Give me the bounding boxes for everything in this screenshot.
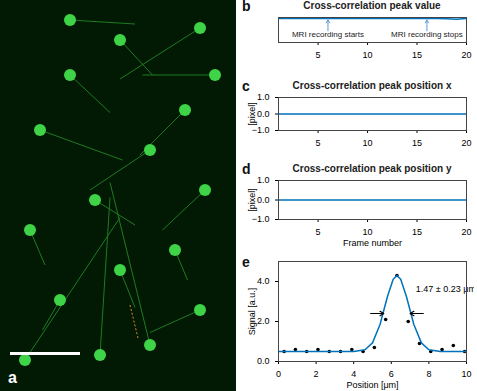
svg-text:15: 15 <box>412 50 422 60</box>
svg-text:10: 10 <box>363 138 373 148</box>
svg-text:5: 5 <box>316 138 321 148</box>
svg-text:−1.0: −1.0 <box>252 125 270 135</box>
svg-text:2: 2 <box>314 369 319 379</box>
svg-text:MRI recording starts: MRI recording starts <box>292 30 364 39</box>
html-text:c: c <box>242 78 250 94</box>
svg-text:2.0: 2.0 <box>257 316 270 326</box>
svg-text:0.0: 0.0 <box>257 356 270 366</box>
svg-text:−1.0: −1.0 <box>252 214 270 224</box>
svg-text:Signal [a.u.]: Signal [a.u.] <box>247 288 257 336</box>
svg-text:4: 4 <box>351 369 356 379</box>
svg-text:0.0: 0.0 <box>257 195 270 205</box>
svg-text:8: 8 <box>426 369 431 379</box>
svg-text:5: 5 <box>316 227 321 237</box>
svg-text:0.0: 0.0 <box>257 109 270 119</box>
svg-text:20: 20 <box>461 50 471 60</box>
svg-text:MRI recording stops: MRI recording stops <box>391 30 463 39</box>
svg-text:15: 15 <box>412 138 422 148</box>
svg-text:a: a <box>8 369 17 386</box>
svg-text:1.0: 1.0 <box>257 175 270 185</box>
svg-text:10: 10 <box>461 369 471 379</box>
svg-text:10: 10 <box>363 50 373 60</box>
html-text:d: d <box>242 161 251 177</box>
svg-text:5: 5 <box>316 50 321 60</box>
svg-text:1.0: 1.0 <box>257 92 270 102</box>
html-text:Cross-correlation peak positio: Cross-correlation peak position x <box>292 80 452 91</box>
svg-text:20: 20 <box>461 138 471 148</box>
svg-text:10: 10 <box>363 227 373 237</box>
svg-text:1.47 ± 0.23 μm: 1.47 ± 0.23 μm <box>416 284 474 294</box>
html-text:Cross-correlation peak value: Cross-correlation peak value <box>303 0 441 11</box>
svg-text:15: 15 <box>412 227 422 237</box>
svg-text:4.0: 4.0 <box>257 276 270 286</box>
html-text:Cross-correlation peak positio: Cross-correlation peak position y <box>292 163 452 174</box>
svg-text:20: 20 <box>461 227 471 237</box>
svg-text:6: 6 <box>389 369 394 379</box>
html-text:e: e <box>242 254 250 270</box>
svg-text:0: 0 <box>276 369 281 379</box>
svg-text:[pixel]: [pixel] <box>247 188 257 212</box>
svg-text:Frame number: Frame number <box>343 238 402 248</box>
svg-text:[pixel]: [pixel] <box>247 102 257 126</box>
svg-text:Position [μm]: Position [μm] <box>346 380 398 390</box>
